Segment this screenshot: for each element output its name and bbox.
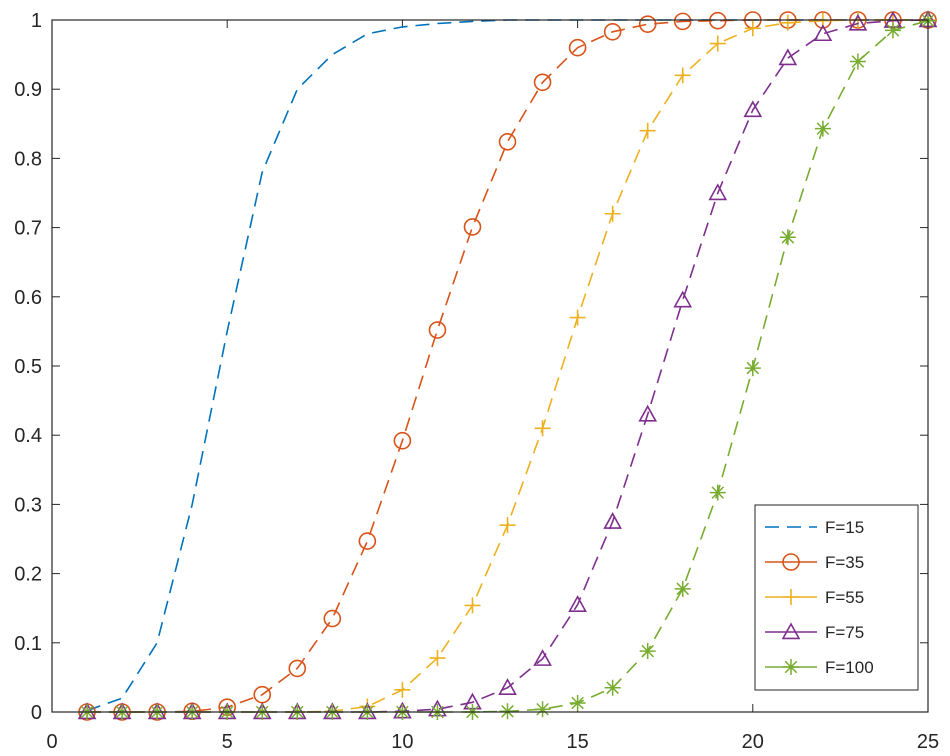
data-point: [429, 650, 446, 667]
data-point: [533, 649, 552, 666]
data-point: [709, 484, 726, 501]
data-point: [569, 695, 586, 712]
legend-item: F=35: [765, 553, 864, 572]
y-tick-label: 0.9: [14, 79, 42, 101]
data-point: [638, 404, 658, 422]
data-point: [464, 597, 481, 614]
data-point: [744, 20, 761, 37]
data-point: [779, 14, 796, 31]
data-point: [779, 229, 796, 246]
data-point: [783, 589, 799, 605]
data-point: [638, 15, 657, 33]
data-point: [639, 122, 656, 139]
x-tick-label: 0: [46, 731, 57, 753]
axis-ticks: 0 5 10 15 20 25 0 0.1 0.2 0.3 0.4 0.5 0.6 0.7 0.8 0.9 1: [14, 10, 939, 753]
data-point: [884, 22, 901, 39]
data-point: [814, 120, 831, 137]
data-point: [783, 659, 799, 675]
y-tick-label: 0.1: [14, 633, 42, 655]
legend-item: F=15: [765, 518, 864, 537]
legend-item: F=75: [765, 622, 864, 642]
data-point: [569, 309, 586, 326]
data-point: [604, 679, 621, 696]
data-point: [673, 290, 693, 308]
data-point: [744, 360, 761, 377]
x-tick-label: 25: [917, 731, 939, 753]
y-tick-label: 0.6: [14, 287, 42, 309]
data-point: [674, 67, 691, 84]
data-point: [709, 35, 726, 52]
data-point: [848, 13, 868, 31]
data-point: [463, 218, 482, 236]
data-point: [499, 703, 516, 720]
plot-frame: [51, 19, 929, 713]
data-point: [781, 622, 801, 640]
legend: F=15 F=35 F=55 F=75 F=100: [754, 504, 919, 691]
data-point: [813, 24, 833, 42]
legend-label: F=100: [825, 658, 874, 677]
data-point: [288, 659, 307, 678]
data-point: [498, 678, 517, 695]
legend-label: F=75: [825, 623, 864, 642]
legend-item: F=100: [765, 658, 874, 677]
data-point: [393, 431, 412, 450]
data-point: [639, 643, 656, 660]
y-tick-label: 0.5: [14, 356, 42, 378]
data-point: [534, 420, 551, 437]
legend-item: F=55: [765, 588, 864, 607]
data-point: [778, 48, 798, 66]
x-tick-label: 20: [742, 731, 764, 753]
y-tick-label: 0.7: [14, 218, 42, 240]
data-point: [534, 701, 551, 718]
data-point: [604, 205, 621, 222]
y-tick-label: 0.2: [14, 564, 42, 586]
data-point: [358, 532, 377, 550]
data-point: [673, 12, 692, 31]
data-point: [498, 132, 517, 151]
data-point: [428, 321, 447, 339]
data-point: [708, 11, 727, 30]
data-point: [603, 22, 622, 41]
y-tick-label: 1: [31, 10, 42, 32]
data-point: [674, 580, 691, 597]
data-point: [533, 73, 552, 92]
data-point: [708, 183, 728, 201]
data-point: [568, 595, 587, 612]
data-point: [782, 553, 800, 571]
y-tick-label: 0: [31, 702, 42, 724]
data-point: [743, 100, 763, 118]
data-point: [499, 517, 516, 534]
legend-label: F=15: [825, 518, 864, 537]
data-point: [603, 512, 622, 529]
legend-label: F=55: [825, 588, 864, 607]
data-point: [849, 53, 866, 70]
x-tick-label: 15: [566, 731, 588, 753]
y-tick-label: 0.8: [14, 148, 42, 170]
legend-label: F=35: [825, 553, 864, 572]
x-tick-label: 10: [391, 731, 413, 753]
data-point: [568, 38, 587, 57]
data-point: [323, 609, 342, 628]
y-tick-label: 0.4: [14, 425, 42, 447]
y-tick-label: 0.3: [14, 494, 42, 516]
x-tick-label: 5: [222, 731, 233, 753]
data-point: [394, 681, 411, 698]
